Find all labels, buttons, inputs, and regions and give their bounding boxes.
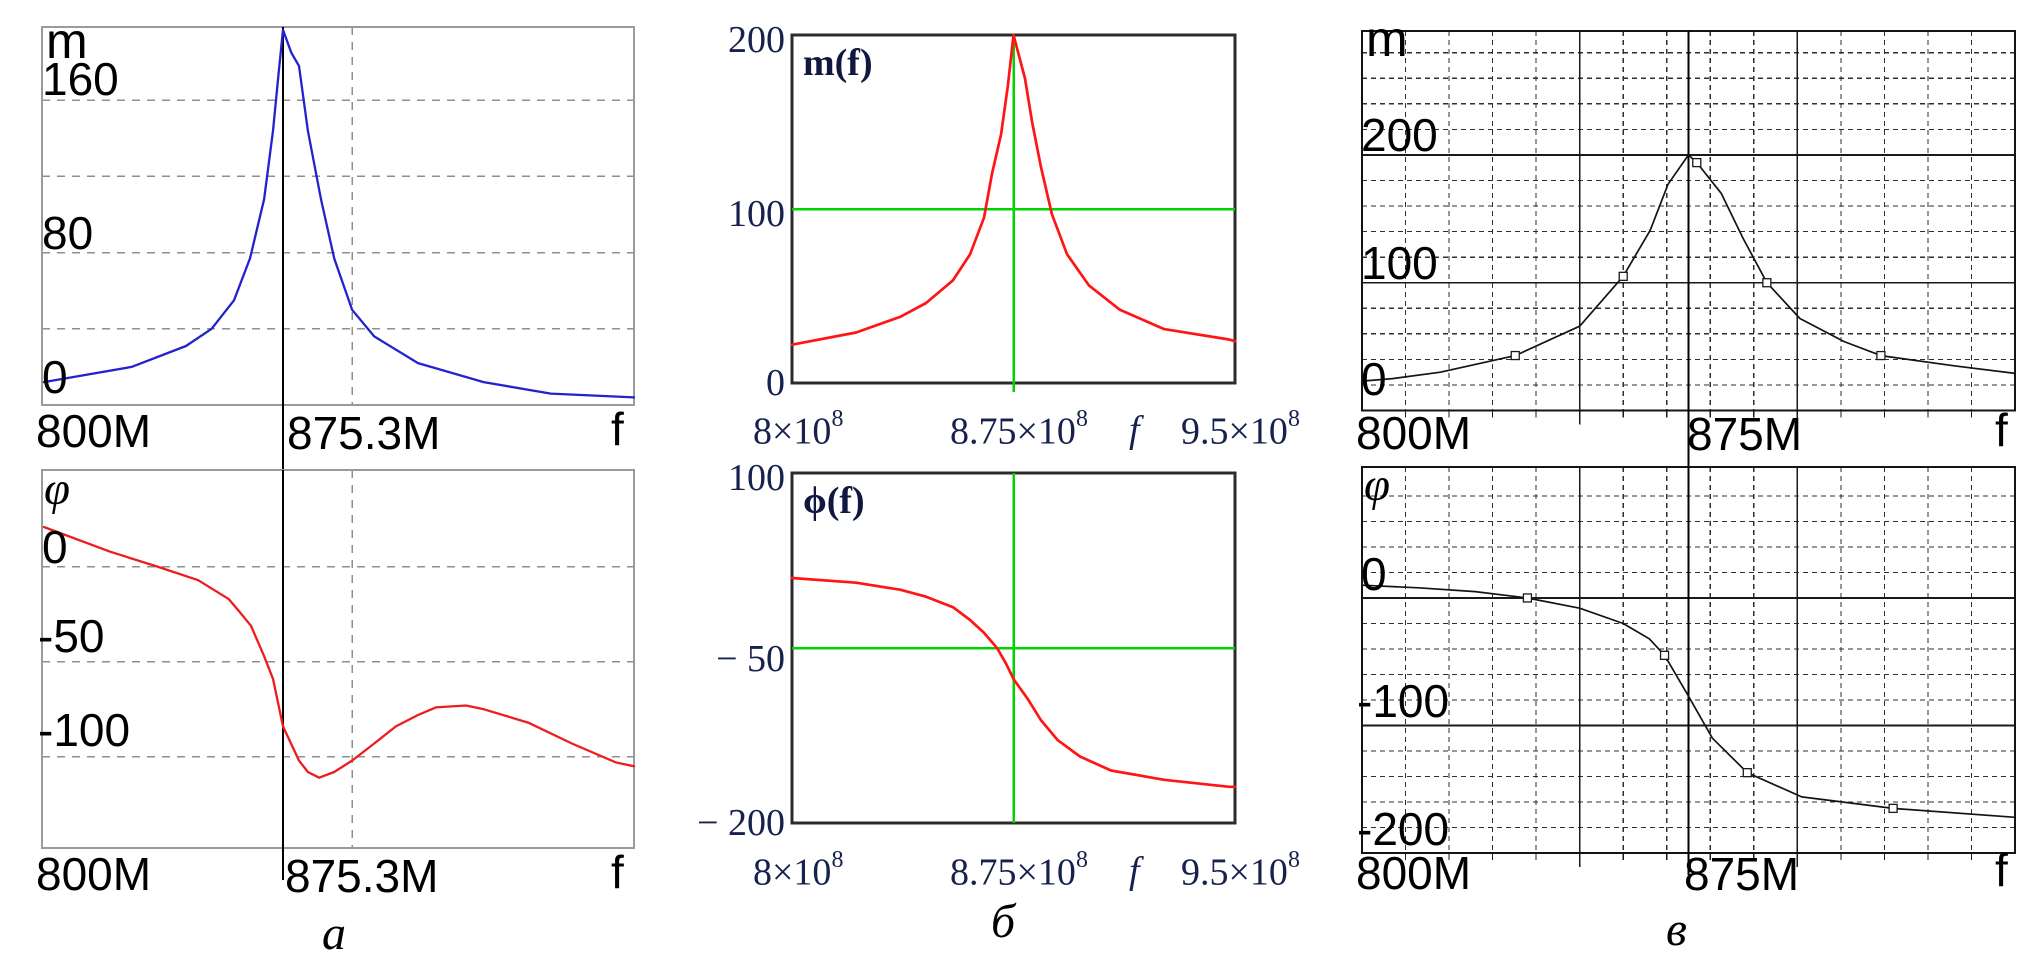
v-phase-x-axis-label: f [1995,844,2008,896]
chart-v_phase-data-point-marker [1522,593,1533,603]
chart-v_phase [1360,465,2017,875]
b-phase-trace-label: ϕ(f) [803,480,865,522]
chart-b_magnitude-trace [790,33,1237,347]
chart-v_magnitude [1360,29,2017,467]
a-phase-y-axis-label: φ [44,463,71,515]
a-mag-ytick-0: 0 [42,351,68,403]
chart-a_magnitude-trace [42,28,636,399]
b-phase-ytick-100: 100 [728,457,785,499]
chart-b_phase [790,471,1237,825]
chart-v_phase-data-point-marker [1742,768,1752,778]
a-mag-y-axis-label: m [46,13,88,69]
v-mag-y-axis-label: m [1366,11,1408,67]
chart-v_phase-data-point-marker [1888,803,1898,814]
b-phase-x-axis-label: f [1129,850,1140,892]
v-mag-ytick-100: 100 [1361,237,1438,289]
b-mag-ytick-200: 200 [728,19,785,61]
chart-b_phase-trace [790,576,1237,789]
chart-v_magnitude-data-point-marker [1762,278,1772,288]
chart-v_phase-grid [1362,467,2015,867]
a-phase-x-axis-label: f [611,846,624,898]
v-phase-ytick--200: -200 [1357,803,1450,855]
b-phase-xtick-8e8: 8×108 [753,847,844,894]
chart-v_magnitude-data-point-marker [1692,157,1702,168]
b-mag-ytick-0: 0 [766,362,785,404]
b-phase-ytick--50: − 50 [716,638,785,680]
b-phase-xtick-875e8: 8.75×108 [950,847,1088,894]
v-mag-x-axis-label: f [1995,404,2008,456]
a-mag-x-axis-label: f [611,403,624,455]
a-mag-cursor-readout: 875.3M [287,407,441,459]
a-mag-xtick-800M: 800M [36,405,152,457]
chart-a_magnitude-grid [42,27,634,405]
v-phase-y-axis-label: φ [1364,459,1391,511]
a-phase-ytick--50: -50 [38,610,105,662]
a-phase-xtick-800M: 800M [36,848,152,900]
b-mag-ytick-100: 100 [728,193,785,235]
chart-a_phase [41,469,636,880]
b-mag-xtick-8e8: 8×108 [753,406,844,453]
a-phase-cursor-readout: 875.3M [285,850,439,902]
b-mag-xtick-95e8: 9.5×108 [1181,406,1300,453]
chart-v_magnitude-data-point-marker [1876,350,1886,361]
chart-a_magnitude [41,26,636,470]
chart-a_phase-grid [42,470,634,848]
chart-v_phase-trace [1361,584,2016,819]
chart-a_phase-frame [41,469,635,849]
v-mag-ytick-0: 0 [1361,353,1387,405]
chart-v_phase-data-point-marker [1659,650,1670,660]
b-phase-xtick-95e8: 9.5×108 [1181,847,1300,894]
a-phase-ytick--100: -100 [38,704,131,756]
v-phase-ytick-0: 0 [1361,548,1387,600]
chart-b_magnitude [790,33,1237,392]
caption-a: а [322,907,346,960]
b-mag-x-axis-label: f [1129,409,1140,451]
b-phase-ytick--200: − 200 [697,802,785,844]
b-mag-xtick-875e8: 8.75×108 [950,406,1088,453]
v-phase-xtick-875M: 875M [1684,848,1800,900]
v-phase-ytick--100: -100 [1357,675,1450,727]
v-phase-xtick-800M: 800M [1356,847,1472,899]
caption-b: б [991,895,1016,948]
chart-a_phase-trace [42,525,636,779]
chart-a_magnitude-frame [41,26,635,406]
v-mag-ytick-200: 200 [1361,109,1438,161]
caption-v: в [1666,903,1687,956]
a-mag-ytick-160: 160 [42,53,119,105]
v-mag-xtick-875M: 875M [1687,408,1803,460]
v-mag-xtick-800M: 800M [1356,407,1472,459]
chart-v_magnitude-data-point-marker [1510,350,1520,361]
a-phase-ytick-0: 0 [42,521,68,573]
b-mag-trace-label: m(f) [803,42,873,84]
chart-v_magnitude-data-point-marker [1618,271,1628,281]
a-mag-ytick-80: 80 [42,207,94,259]
